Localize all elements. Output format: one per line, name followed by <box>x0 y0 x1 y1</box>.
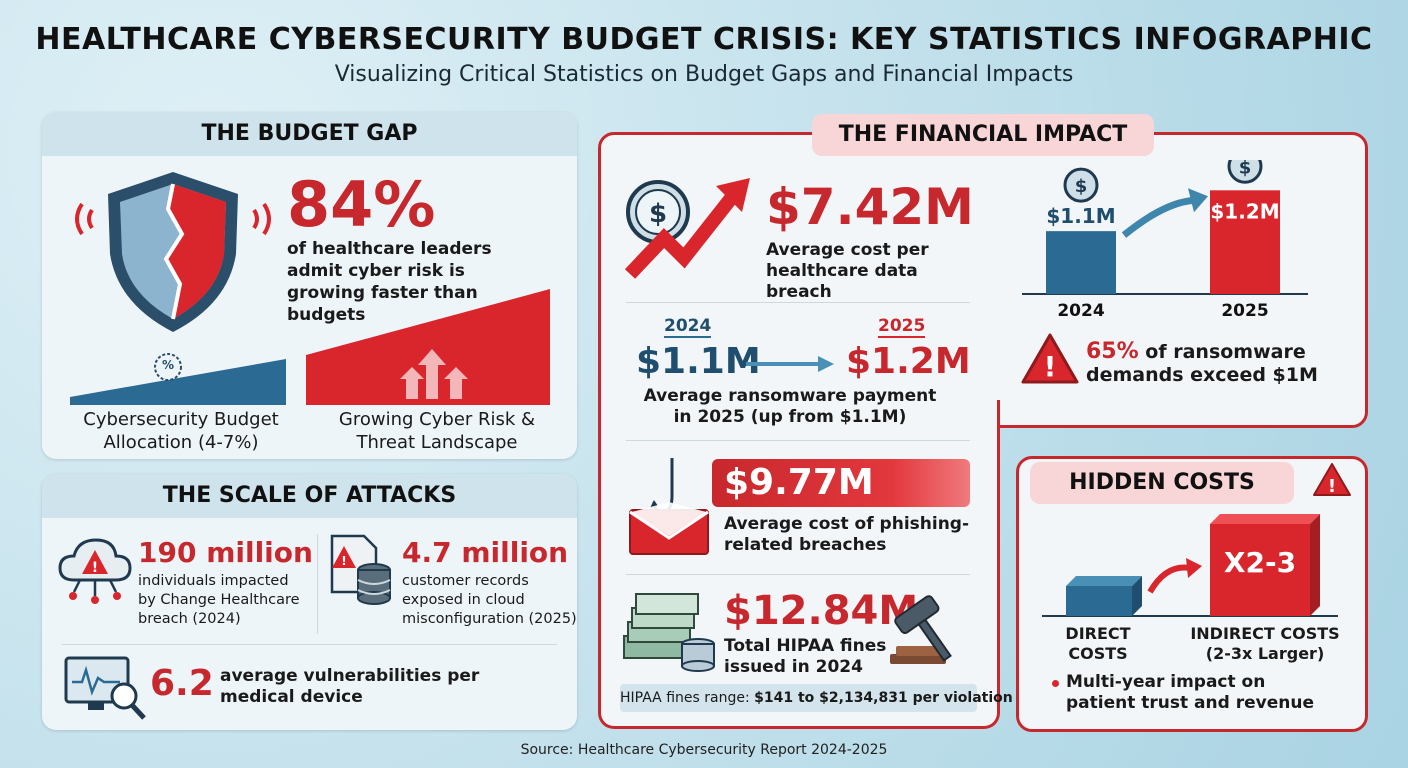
database-warning-icon: ! <box>326 532 396 610</box>
percent-badge: % <box>161 358 175 372</box>
source-footnote: Source: Healthcare Cybersecurity Report … <box>520 742 888 758</box>
breach-cost-text: Average cost per healthcare data breach <box>766 240 929 302</box>
financial-impact-heading: THE FINANCIAL IMPACT <box>812 114 1154 156</box>
hipaa-range-label: HIPAA fines range: <box>620 690 755 706</box>
financial-divider-1 <box>626 302 970 303</box>
financial-impact-inner-bg <box>601 380 991 440</box>
ransom-demand-stat: 65% <box>1086 339 1139 364</box>
dollar-coin-icon: $ <box>1063 167 1099 203</box>
rising-cost-icon: $ <box>624 174 754 284</box>
indirect-costs-label: INDIRECT COSTS (2-3x Larger) <box>1190 624 1340 663</box>
chart-value-label-2025: $1.2M <box>1210 199 1279 223</box>
svg-text:$: $ <box>1075 176 1088 197</box>
svg-text:!: ! <box>341 554 346 568</box>
svg-text:!: ! <box>92 560 98 576</box>
cloud-warning-icon: ! <box>56 532 134 610</box>
ransom-chart: $1.1M 2024 $ $1.2M 2025 $ <box>1016 160 1316 320</box>
medical-device-scan-icon <box>64 654 148 722</box>
budget-gap-stat: 84% <box>287 168 436 241</box>
hidden-costs-multiplier: X2-3 <box>1223 546 1297 579</box>
chart-trend-arrowhead <box>1188 188 1208 213</box>
ransom-year-from: 2024 <box>664 316 712 338</box>
svg-text:!: ! <box>1044 350 1057 383</box>
svg-text:$: $ <box>649 199 667 229</box>
impacted-individuals-value: 190 million <box>138 536 313 569</box>
chart-bar-2024 <box>1046 231 1116 294</box>
financial-divider-2 <box>626 440 970 441</box>
phishing-cost-badge <box>712 459 970 507</box>
phishing-email-icon <box>626 456 712 556</box>
chart-trend-arrow <box>1121 196 1197 238</box>
ransom-demand-note: 65% of ransomware demands exceed $1M <box>1086 340 1326 387</box>
hipaa-range-value: $141 to $2,134,831 per violation <box>754 690 1013 706</box>
hidden-costs-bullet: Multi-year impact on patient trust and r… <box>1066 672 1314 713</box>
ransom-from-value: $1.1M <box>636 341 761 382</box>
hipaa-total-text: Total HIPAA fines issued in 2024 <box>724 636 887 677</box>
hidden-costs-bullet-dot <box>1052 680 1059 687</box>
ransom-chart-svg: $1.1M 2024 $ $1.2M 2025 $ <box>1022 160 1308 320</box>
budget-vs-risk-graphic <box>68 287 558 405</box>
ransom-arrow-icon <box>744 354 836 374</box>
hipaa-total-value: $12.84M <box>724 588 919 634</box>
broken-shield-icon <box>68 164 278 334</box>
cash-stack-icon <box>622 592 718 674</box>
ransom-demand-text: of ransomware demands exceed $1M <box>1086 341 1318 386</box>
svg-text:$: $ <box>1239 160 1252 178</box>
hidden-costs-heading: HIDDEN COSTS <box>1030 462 1294 504</box>
phishing-cost-value: $9.77M <box>724 462 874 503</box>
scale-of-attacks-panel: THE SCALE OF ATTACKS ! 190 million indiv… <box>42 474 577 730</box>
cost-comparison-graphic <box>1040 512 1340 622</box>
phishing-cost-text: Average cost of phishing-related breache… <box>724 514 970 555</box>
dollar-coin-icon: $ <box>1227 160 1263 184</box>
budget-gap-stat-text: of healthcare leaders admit cyber risk i… <box>287 239 492 325</box>
financial-divider-3 <box>626 574 970 575</box>
budget-gap-panel: THE BUDGET GAP 84% of healthcare leaders… <box>42 112 577 459</box>
scale-of-attacks-heading: THE SCALE OF ATTACKS <box>42 474 577 518</box>
page-subtitle: Visualizing Critical Statistics on Budge… <box>334 62 1074 87</box>
direct-costs-label: DIRECT COSTS <box>1065 624 1131 663</box>
chart-category-label-2025: 2025 <box>1221 301 1268 320</box>
hipaa-range-box: HIPAA fines range: $141 to $2,134,831 pe… <box>620 684 1013 712</box>
page-title: HEALTHCARE CYBERSECURITY BUDGET CRISIS: … <box>35 22 1373 57</box>
vulnerabilities-value: 6.2 <box>150 663 214 704</box>
chart-value-label-2024: $1.1M <box>1046 204 1115 228</box>
chart-bar-2025 <box>1210 190 1280 294</box>
exposed-records-text: customer records exposed in cloud miscon… <box>402 573 577 627</box>
ransom-to-value: $1.2M <box>846 341 971 382</box>
panel-divider <box>62 644 557 645</box>
breach-cost-value: $7.42M <box>766 178 974 236</box>
impacted-individuals-text: individuals impacted by Change Healthcar… <box>138 573 300 627</box>
cyber-risk-label: Growing Cyber Risk & Threat Landscape <box>338 409 536 453</box>
budget-allocation-label: Cybersecurity Budget Allocation (4-7%) <box>83 409 279 453</box>
svg-text:!: ! <box>1328 476 1336 497</box>
warning-triangle-icon: ! <box>1020 332 1080 386</box>
chart-category-label-2024: 2024 <box>1057 301 1104 320</box>
hidden-costs-warning-icon: ! <box>1312 462 1352 498</box>
ransom-text: Average ransomware payment in 2025 (up f… <box>643 386 937 427</box>
panel-divider-vertical <box>317 534 318 634</box>
gavel-icon <box>882 592 974 672</box>
ransom-year-to: 2025 <box>878 316 926 338</box>
financial-impact-lower-panel <box>598 400 1000 729</box>
exposed-records-value: 4.7 million <box>402 536 569 569</box>
budget-gap-heading: THE BUDGET GAP <box>42 112 577 156</box>
vulnerabilities-text: average vulnerabilities per medical devi… <box>220 666 480 707</box>
